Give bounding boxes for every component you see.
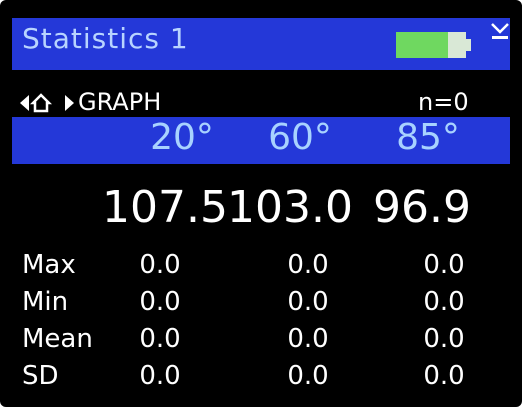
stat-value: 0.0 xyxy=(139,324,180,354)
gloss-reading: 96.9 xyxy=(373,182,471,233)
stat-value: 0.0 xyxy=(423,250,464,280)
stat-label: SD xyxy=(22,361,59,391)
stat-value: 0.0 xyxy=(423,324,464,354)
stat-value: 0.0 xyxy=(139,250,180,280)
stat-value: 0.0 xyxy=(287,250,328,280)
stat-value: 0.0 xyxy=(139,287,180,317)
stat-value: 0.0 xyxy=(287,287,328,317)
gloss-reading: 103.0 xyxy=(227,182,353,233)
gloss-reading: 107.5 xyxy=(102,182,228,233)
battery-icon xyxy=(396,30,476,60)
stat-value: 0.0 xyxy=(423,287,464,317)
angle-label: 60° xyxy=(268,117,332,158)
angle-label: 20° xyxy=(150,117,214,158)
stat-label: Min xyxy=(22,287,68,317)
stat-value: 0.0 xyxy=(139,361,180,391)
angle-label: 85° xyxy=(396,117,460,158)
device-screen: Statistics 1 GRAPH n=0 20° 60° 85° 107.5103… xyxy=(0,0,522,407)
sample-count: n=0 xyxy=(418,88,469,116)
stat-value: 0.0 xyxy=(287,361,328,391)
stat-label: Max xyxy=(22,250,76,280)
stat-label: Mean xyxy=(22,324,93,354)
mail-icon xyxy=(490,22,510,44)
screen-title: Statistics 1 xyxy=(22,22,189,55)
view-label[interactable]: GRAPH xyxy=(78,88,161,116)
stat-value: 0.0 xyxy=(423,361,464,391)
nav-icons[interactable] xyxy=(20,92,80,116)
stat-value: 0.0 xyxy=(287,324,328,354)
